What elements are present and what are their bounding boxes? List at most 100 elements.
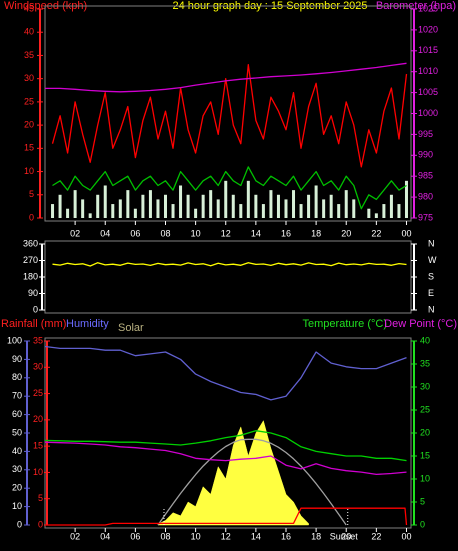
x-tick-label: 10 — [191, 228, 201, 238]
x-tick-label: 14 — [251, 228, 261, 238]
y-tick-label: 0 — [33, 304, 38, 314]
wind-bar — [292, 190, 296, 218]
wind-bar — [246, 180, 250, 218]
wind-bar — [194, 208, 198, 218]
series-line — [45, 441, 407, 476]
sun-label: Sunset — [330, 531, 359, 541]
y2-tick-label: 1020 — [418, 24, 438, 34]
wind-bar — [73, 190, 77, 218]
x-tick-label: 12 — [221, 531, 231, 541]
y2-tick-label: N — [428, 238, 435, 248]
yh-tick-label: 90 — [12, 354, 22, 364]
x-tick-label: 02 — [70, 531, 80, 541]
y2-tick-label: 20 — [420, 427, 430, 437]
x-tick-label: 20 — [341, 228, 351, 238]
dewpoint-label: Dew Point (°C) — [384, 318, 457, 330]
x-tick-label: 16 — [281, 531, 291, 541]
y2-tick-label: 1005 — [418, 87, 438, 97]
wind-bar — [96, 194, 100, 218]
y-tick-label: 30 — [33, 362, 43, 372]
wind-bar — [111, 204, 115, 218]
temperature-label: Temperature (°C) — [303, 318, 387, 330]
x-tick-label: 08 — [160, 531, 170, 541]
y-tick-label: 15 — [33, 441, 43, 451]
y2-tick-label: 985 — [418, 171, 433, 181]
wind-bar — [141, 194, 145, 218]
wind-bar — [367, 208, 371, 218]
y-tick-label: 20 — [33, 414, 43, 424]
y-tick-label: 25 — [33, 388, 43, 398]
solar-label: Solar — [118, 322, 144, 334]
y-tick-label: 5 — [38, 493, 43, 503]
wind-bar — [88, 213, 92, 218]
y2-tick-label: E — [428, 288, 434, 298]
y-tick-label: 35 — [33, 335, 43, 345]
series-group — [45, 345, 408, 526]
wind-bar — [239, 204, 243, 218]
wind-bar — [344, 190, 348, 218]
yh-tick-label: 50 — [12, 427, 22, 437]
series-line — [45, 430, 407, 462]
wind-bar — [329, 194, 333, 218]
y-tick-label: 30 — [24, 73, 34, 83]
y2-tick-label: W — [428, 255, 437, 265]
wind-bar — [133, 208, 137, 218]
wind-bar — [374, 213, 378, 218]
x-tick-label: 04 — [100, 228, 110, 238]
y2-tick-label: N — [428, 304, 435, 314]
wind-bar — [148, 190, 152, 218]
y-tick-label: 180 — [23, 271, 38, 281]
wind-bar — [389, 194, 393, 218]
y2-tick-label: 980 — [418, 191, 433, 201]
yh-tick-label: 30 — [12, 464, 22, 474]
series-line — [45, 345, 407, 401]
wind-bar — [118, 199, 122, 218]
x-tick-label: 06 — [130, 228, 140, 238]
wind-bar — [126, 190, 130, 218]
x-tick-label: 02 — [70, 228, 80, 238]
series-line — [45, 507, 408, 526]
wind-bar — [66, 208, 70, 218]
y2-tick-label: 10 — [420, 473, 430, 483]
x-tick-label: 20 — [341, 531, 351, 541]
wind-bar — [261, 204, 265, 218]
y-tick-label: 25 — [24, 96, 34, 106]
x-tick-label: 22 — [371, 228, 381, 238]
series-line — [45, 62, 407, 93]
y-tick-label: 45 — [24, 3, 34, 13]
y2-tick-label: 1015 — [418, 45, 438, 55]
y2-tick-label: 5 — [420, 496, 425, 506]
y-tick-label: 270 — [23, 255, 38, 265]
yh-tick-label: 0 — [17, 519, 22, 529]
series-line — [51, 64, 408, 168]
wind-bar — [284, 199, 288, 218]
wind-bar — [103, 185, 107, 218]
wind-bar — [231, 194, 235, 218]
y2-tick-label: 975 — [418, 212, 433, 222]
wind-bar — [254, 194, 258, 218]
wind-bar — [404, 180, 408, 218]
yh-tick-label: 80 — [12, 372, 22, 382]
wind-bar — [299, 204, 303, 218]
series-line — [52, 166, 407, 210]
x-tick-label: 18 — [311, 228, 321, 238]
wind-bar — [171, 204, 175, 218]
yh-tick-label: 60 — [12, 409, 22, 419]
humidity-label: Humidity — [66, 318, 109, 330]
wind-bar — [307, 194, 311, 218]
y2-tick-label: 40 — [420, 335, 430, 345]
rain-label: Rainfall (mm) — [1, 318, 66, 330]
yh-tick-label: 100 — [7, 335, 22, 345]
y-tick-label: 5 — [29, 189, 34, 199]
y-tick-label: 35 — [24, 50, 34, 60]
y-tick-label: 40 — [24, 27, 34, 37]
y-tick-label: 10 — [24, 166, 34, 176]
series-group — [52, 262, 407, 267]
wind-bar — [163, 194, 167, 218]
y-tick-label: 20 — [24, 119, 34, 129]
y2-tick-label: S — [428, 271, 434, 281]
x-tick-label: 06 — [130, 531, 140, 541]
x-tick-label: 14 — [251, 531, 261, 541]
y2-tick-label: 25 — [420, 404, 430, 414]
